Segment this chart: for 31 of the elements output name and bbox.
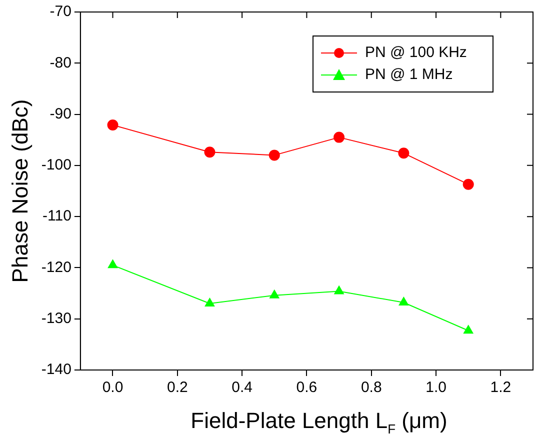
point bbox=[462, 178, 474, 190]
x-axis-title: Field-Plate Length L$_{F}$ (μm) bbox=[190, 408, 448, 436]
y-tick-label: -130 bbox=[41, 310, 72, 327]
y-tick-label: -110 bbox=[42, 208, 72, 225]
y-tick-label: -80 bbox=[50, 54, 72, 72]
x-tick-label: 0.6 bbox=[296, 379, 318, 396]
y-tick-label: -70 bbox=[50, 3, 72, 20]
point bbox=[108, 260, 118, 268]
point bbox=[107, 120, 118, 131]
point bbox=[268, 150, 280, 161]
x-tick-label: 1.0 bbox=[426, 379, 446, 396]
x-tick-label: 0.8 bbox=[360, 379, 382, 396]
legend-label: PN @ 1 MHz bbox=[365, 66, 453, 84]
x-tick-label: 0.2 bbox=[166, 379, 188, 396]
y-axis-title: Phase Noise (dBc) bbox=[7, 99, 32, 283]
point bbox=[464, 325, 474, 334]
point bbox=[270, 290, 280, 298]
point bbox=[334, 132, 345, 143]
x-tick-label: 1.2 bbox=[490, 379, 512, 396]
point bbox=[204, 146, 216, 158]
x-tick-label: 0.4 bbox=[232, 379, 252, 396]
point bbox=[398, 296, 409, 306]
legend-label: PN @ 100 KHz bbox=[365, 44, 467, 62]
point bbox=[334, 286, 344, 294]
y-tick-label: -100 bbox=[41, 156, 72, 174]
y-tick-label: -140 bbox=[41, 361, 72, 378]
y-tick-label: -120 bbox=[41, 258, 72, 276]
x-tick-label: 0.0 bbox=[102, 379, 124, 396]
point bbox=[204, 298, 215, 307]
y-tick-label: -90 bbox=[50, 105, 72, 122]
point bbox=[398, 148, 410, 159]
